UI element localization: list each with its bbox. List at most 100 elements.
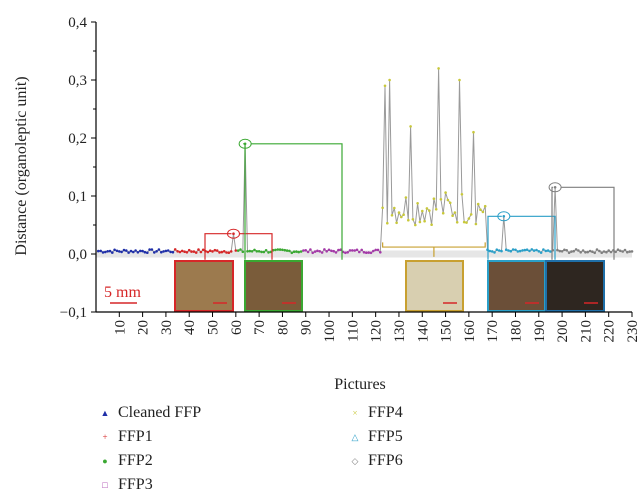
data-point <box>332 249 336 253</box>
data-point <box>423 219 426 223</box>
data-point <box>234 249 238 252</box>
data-point <box>162 250 165 253</box>
data-point <box>577 249 580 252</box>
data-point <box>472 130 475 134</box>
data-point <box>257 250 261 253</box>
data-point <box>208 249 212 252</box>
data-point <box>521 249 524 252</box>
data-point <box>372 249 375 253</box>
data-point <box>306 250 310 254</box>
data-point <box>192 250 196 253</box>
data-point <box>122 248 126 252</box>
data-point <box>630 250 634 253</box>
callout-bracket <box>509 215 556 260</box>
data-point <box>525 248 529 251</box>
data-point <box>500 249 503 253</box>
data-point <box>402 213 405 216</box>
data-point <box>127 251 130 254</box>
data-point <box>108 249 112 253</box>
data-point <box>453 211 457 214</box>
data-point <box>528 249 531 253</box>
data-point <box>572 249 575 253</box>
legend-item-cleaned-ffp: ▲ Cleaned FFP <box>96 404 202 422</box>
data-point <box>148 248 151 251</box>
data-point <box>560 250 564 253</box>
x-tick-label: 60 <box>229 320 245 335</box>
data-point <box>260 250 263 254</box>
data-point <box>113 248 116 252</box>
data-point <box>495 248 499 251</box>
data-point <box>444 191 447 194</box>
data-point <box>460 193 464 196</box>
data-point <box>339 248 343 251</box>
data-point <box>318 250 322 253</box>
legend-label: FFP2 <box>118 452 153 469</box>
data-point <box>574 248 578 251</box>
data-point <box>523 248 527 252</box>
data-point <box>546 249 550 252</box>
data-point <box>439 198 443 201</box>
y-tick-label: 0,3 <box>68 73 87 89</box>
data-point <box>132 250 135 254</box>
data-point <box>476 202 480 206</box>
data-point <box>97 249 100 253</box>
x-tick-label: 130 <box>392 320 408 343</box>
x-tick-label: 50 <box>206 320 222 335</box>
data-point <box>600 251 603 254</box>
data-point <box>225 251 228 254</box>
data-point <box>239 248 242 251</box>
data-point <box>539 251 543 254</box>
data-point <box>351 249 354 252</box>
data-point <box>483 204 487 208</box>
data-point <box>250 250 254 253</box>
data-point <box>176 250 179 253</box>
data-point <box>567 251 571 254</box>
data-point <box>201 248 205 252</box>
legend-item-ffp1: + FFP1 <box>96 428 152 446</box>
data-point <box>344 251 347 255</box>
data-point <box>125 249 128 252</box>
data-point <box>337 248 340 252</box>
data-point <box>469 213 473 216</box>
data-point <box>609 250 613 254</box>
data-point <box>421 209 424 213</box>
data-point <box>120 250 123 254</box>
x-marker-icon: × <box>352 408 358 419</box>
callout-bracket <box>561 186 615 260</box>
data-point <box>374 248 378 252</box>
data-point <box>197 248 200 251</box>
data-point <box>602 250 606 253</box>
data-point <box>320 251 324 254</box>
data-point <box>437 67 440 70</box>
data-point <box>441 211 445 215</box>
data-point <box>164 249 168 253</box>
x-tick-label: 190 <box>532 320 548 343</box>
legend-label: FFP4 <box>368 404 403 421</box>
data-point <box>267 251 270 254</box>
data-point <box>218 251 221 254</box>
data-point <box>292 250 296 253</box>
x-tick-label: 160 <box>462 320 478 343</box>
data-point <box>502 215 506 218</box>
data-point <box>558 249 562 253</box>
data-point <box>194 251 198 254</box>
data-point <box>579 251 582 254</box>
data-point <box>276 248 280 251</box>
data-point <box>605 250 608 254</box>
data-point <box>143 250 147 254</box>
data-point <box>493 251 496 254</box>
callout-bracket <box>487 215 502 260</box>
x-tick-label: 30 <box>159 320 175 335</box>
data-point <box>616 248 620 251</box>
x-tick-label: 90 <box>299 320 315 335</box>
legend-item-ffp2: ● FFP2 <box>96 452 153 470</box>
data-point <box>376 248 380 252</box>
data-point <box>369 251 373 255</box>
data-point <box>169 250 172 254</box>
data-point <box>507 249 510 252</box>
data-point <box>488 249 492 253</box>
plot-area <box>96 67 634 260</box>
data-point <box>262 250 266 254</box>
x-tick-label: 10 <box>112 320 128 335</box>
legend-item-ffp3: □ FFP3 <box>96 476 152 494</box>
